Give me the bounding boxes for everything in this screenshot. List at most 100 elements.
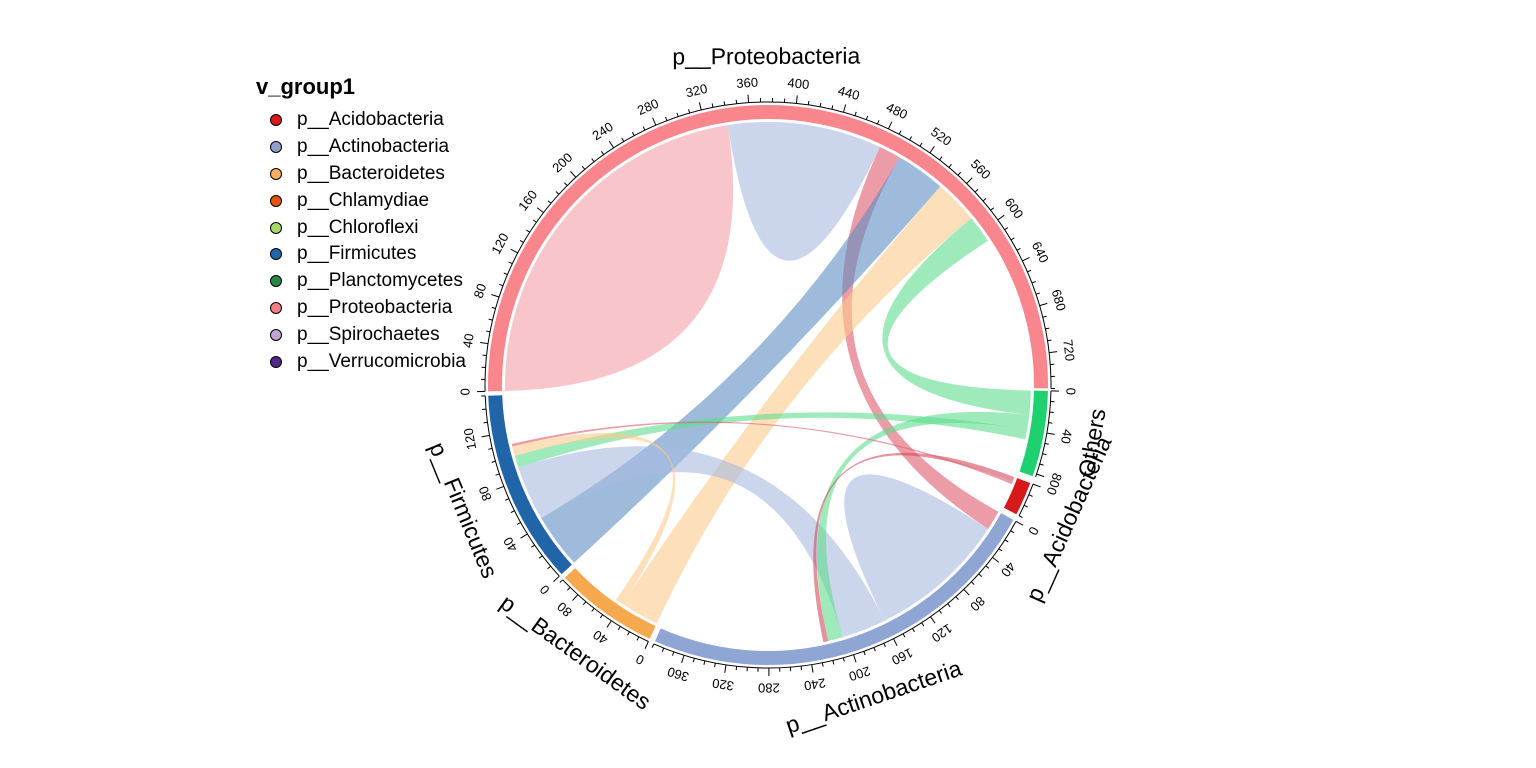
tick-label: 120 — [488, 230, 511, 256]
minor-tick — [631, 131, 635, 136]
minor-tick — [504, 498, 510, 501]
major-tick — [724, 664, 727, 673]
legend-label: p__Chlamydiae — [297, 189, 430, 211]
legend-label: p__Bacteroidetes — [297, 162, 445, 184]
minor-tick — [661, 647, 665, 652]
chord-link — [518, 446, 885, 638]
tick-label: 360 — [736, 74, 759, 90]
major-tick — [747, 94, 750, 103]
legend-label: p__Proteobacteria — [297, 296, 453, 318]
tick-label: 80 — [967, 593, 988, 614]
sector-band — [1019, 390, 1048, 477]
legend-item: p__Spirochaetes — [256, 321, 466, 348]
tick-label: 600 — [1002, 195, 1027, 221]
minor-tick — [491, 306, 496, 309]
minor-tick — [672, 651, 675, 656]
minor-tick — [854, 111, 857, 116]
tick-label: 360 — [666, 664, 691, 685]
minor-tick — [547, 565, 551, 570]
major-tick — [1039, 302, 1048, 307]
chord-link — [505, 125, 734, 391]
minor-tick — [519, 239, 524, 243]
minor-tick — [1044, 442, 1049, 445]
tick-label: 440 — [836, 83, 861, 103]
major-tick — [966, 177, 973, 184]
minor-tick — [842, 657, 845, 662]
legend-item: p__Chlamydiae — [256, 187, 466, 214]
minor-tick — [531, 544, 535, 548]
minor-tick — [636, 636, 640, 641]
tick-label: 40 — [500, 534, 520, 554]
major-tick — [520, 533, 528, 539]
major-tick — [811, 664, 814, 673]
legend-label: p__Chloroflexi — [297, 216, 419, 238]
legend-item: p__Acidobacteria — [256, 107, 466, 134]
minor-tick — [998, 548, 1003, 552]
legend-swatch — [270, 355, 282, 368]
minor-tick — [909, 136, 913, 141]
minor-tick — [921, 622, 925, 627]
minor-tick — [642, 126, 646, 131]
minor-tick — [591, 158, 595, 163]
axis-line — [484, 101, 1052, 392]
minor-tick — [1035, 292, 1040, 295]
minor-tick — [978, 573, 983, 577]
minor-tick — [902, 633, 906, 638]
legend-swatch — [270, 114, 282, 127]
tick-label: 160 — [889, 645, 915, 668]
minor-tick — [1004, 227, 1009, 231]
tick-label: 280 — [758, 680, 780, 695]
minor-tick — [982, 198, 987, 202]
major-tick — [570, 171, 577, 178]
minor-tick — [939, 156, 943, 161]
tick-label: 160 — [515, 187, 540, 213]
axis-line — [484, 395, 560, 577]
legend-swatch — [270, 248, 282, 261]
legend-items: p__Acidobacteria p__Actinobacteria p__Bact… — [256, 107, 466, 375]
minor-tick — [1016, 247, 1021, 251]
major-tick — [1032, 483, 1041, 488]
chord-link — [622, 186, 972, 624]
minor-tick — [819, 102, 822, 107]
minor-tick — [990, 207, 995, 211]
minor-tick — [532, 219, 537, 223]
minor-tick — [1048, 422, 1053, 424]
minor-tick — [1031, 281, 1036, 284]
minor-tick — [1004, 539, 1009, 543]
minor-tick — [957, 171, 962, 176]
minor-tick — [599, 614, 604, 619]
minor-tick — [723, 101, 726, 106]
minor-tick — [711, 103, 714, 108]
minor-tick — [617, 626, 621, 631]
minor-tick — [955, 596, 959, 601]
minor-tick — [526, 229, 531, 233]
major-tick — [1036, 473, 1045, 478]
tick-label: 720 — [1060, 339, 1077, 362]
legend-swatch — [270, 221, 282, 234]
minor-tick — [807, 100, 810, 105]
minor-tick — [1047, 339, 1052, 342]
major-tick — [992, 556, 1000, 563]
minor-tick — [559, 579, 564, 583]
major-tick — [1049, 351, 1058, 354]
tick-label: 240 — [803, 675, 827, 693]
legend-label: p__Spirochaetes — [297, 323, 440, 345]
minor-tick — [974, 188, 979, 193]
major-tick — [1022, 257, 1030, 262]
minor-tick — [555, 191, 560, 195]
minor-tick — [495, 473, 500, 476]
tick-label: 120 — [929, 621, 955, 646]
minor-tick — [692, 658, 695, 663]
minor-tick — [581, 165, 586, 170]
major-tick — [608, 140, 615, 149]
legend-swatch — [270, 328, 282, 341]
minor-tick — [831, 105, 834, 110]
major-tick — [481, 434, 490, 438]
tick-label: 200 — [847, 663, 872, 684]
major-tick — [887, 121, 893, 130]
minor-tick — [1023, 504, 1028, 508]
tick-label: 480 — [884, 99, 910, 122]
sector-band — [655, 513, 1014, 665]
legend-title: v_group1 — [256, 74, 356, 99]
axis-line — [653, 521, 1017, 669]
